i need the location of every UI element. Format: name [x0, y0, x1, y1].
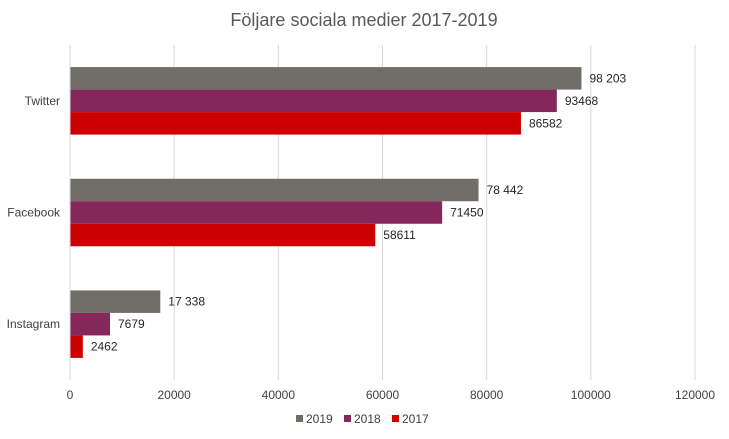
- bars: [70, 67, 582, 358]
- data-label: 17 338: [168, 295, 205, 309]
- bar-2018-instagram: [70, 312, 110, 336]
- bar-2018-facebook: [70, 201, 443, 224]
- data-label: 93468: [565, 94, 599, 108]
- legend-swatch-2018: [344, 415, 351, 422]
- y-category-label: Instagram: [7, 317, 60, 331]
- legend-swatch-2019: [296, 415, 303, 422]
- legend-label-2019: 2019: [306, 412, 333, 426]
- data-label: 58611: [383, 228, 416, 242]
- y-category-label: Facebook: [7, 206, 61, 220]
- x-tick-label: 20000: [157, 388, 191, 402]
- x-tick-label: 0: [67, 388, 74, 402]
- y-category-label: Twitter: [25, 94, 60, 108]
- data-label: 78 442: [487, 183, 524, 197]
- legend: 2019 2018 2017: [296, 412, 429, 426]
- x-tick-label: 80000: [470, 388, 504, 402]
- data-label: 2462: [91, 340, 118, 354]
- x-tick-label: 40000: [262, 388, 296, 402]
- legend-swatch-2017: [392, 415, 399, 422]
- bar-2019-facebook: [70, 178, 479, 202]
- data-label: 7679: [118, 317, 145, 331]
- x-axis: 0 20000 40000 60000 80000 100000 120000: [67, 388, 716, 402]
- legend-label-2017: 2017: [402, 412, 429, 426]
- bar-2017-twitter: [70, 112, 521, 135]
- data-label: 98 203: [589, 71, 626, 85]
- bar-2019-instagram: [70, 290, 161, 313]
- x-tick-label: 60000: [366, 388, 400, 402]
- bar-2017-facebook: [70, 223, 376, 247]
- bar-2019-twitter: [70, 67, 582, 90]
- legend-label-2018: 2018: [354, 412, 381, 426]
- x-tick-label: 100000: [571, 388, 611, 402]
- bar-2017-instagram: [70, 335, 83, 358]
- chart-title: Följare sociala medier 2017-2019: [230, 10, 497, 30]
- data-label: 71450: [450, 206, 484, 220]
- bar-2018-twitter: [70, 89, 557, 113]
- data-label: 86582: [529, 116, 563, 130]
- x-tick-label: 120000: [675, 388, 715, 402]
- y-axis: Twitter Facebook Instagram: [7, 45, 71, 380]
